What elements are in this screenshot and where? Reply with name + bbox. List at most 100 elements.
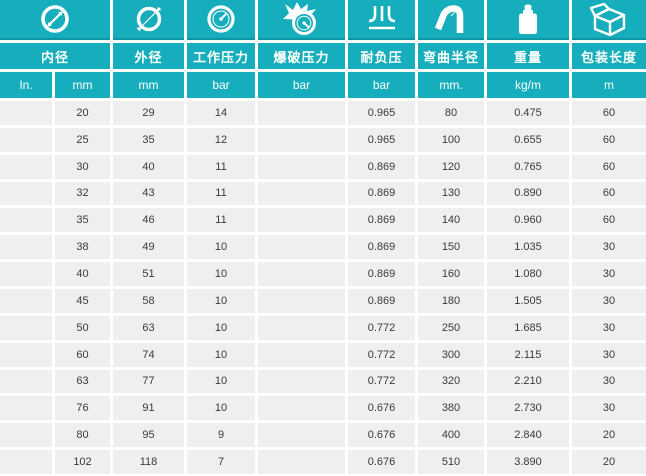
data-cell: 20 — [55, 101, 110, 125]
data-cell: 10 — [187, 235, 255, 260]
data-cell: 14 — [187, 101, 255, 125]
data-cell-empty — [258, 262, 345, 286]
data-cell: 0.869 — [348, 181, 415, 206]
data-cell-empty — [0, 369, 52, 394]
data-cell: 7 — [187, 450, 255, 474]
data-cell: 1.080 — [487, 262, 569, 286]
data-cell: 0.676 — [348, 423, 415, 448]
data-cell: 30 — [55, 154, 110, 179]
header-label-burst-pressure: 爆破压力 — [258, 43, 345, 69]
data-cell: 43 — [113, 181, 184, 206]
data-cell: 380 — [418, 396, 484, 421]
data-cell: 10 — [187, 289, 255, 313]
data-cell: 400 — [418, 423, 484, 448]
data-cell-empty — [258, 154, 345, 179]
data-cell-empty — [258, 235, 345, 260]
header-icon-cell-outer-diameter — [113, 0, 184, 40]
data-cell: 0.772 — [348, 369, 415, 394]
bend-radius-icon — [434, 5, 464, 33]
unit-outer-mm: mm — [113, 72, 184, 98]
data-cell: 11 — [187, 154, 255, 179]
data-cell: 510 — [418, 450, 484, 474]
header-label-package-length: 包装长度 — [572, 43, 646, 69]
data-cell-empty — [0, 396, 52, 421]
header-icon-cell-weight — [487, 0, 569, 40]
data-cell: 40 — [113, 154, 184, 179]
data-cell: 1.505 — [487, 289, 569, 313]
header-label-weight: 重量 — [487, 43, 569, 69]
data-cell-empty — [0, 262, 52, 286]
data-cell: 130 — [418, 181, 484, 206]
data-cell: 0.655 — [487, 127, 569, 152]
unit-bend-mm: mm. — [418, 72, 484, 98]
data-cell: 1.685 — [487, 315, 569, 340]
data-cell: 30 — [572, 235, 646, 260]
data-cell-empty — [0, 450, 52, 474]
unit-burst-bar: bar — [258, 72, 345, 98]
inner-diameter-icon — [41, 5, 69, 33]
data-cell-empty — [258, 289, 345, 313]
data-cell: 2.115 — [487, 342, 569, 367]
data-cell: 29 — [113, 101, 184, 125]
working-pressure-gauge-icon — [207, 5, 235, 33]
data-cell: 10 — [187, 315, 255, 340]
data-cell: 0.765 — [487, 154, 569, 179]
data-cell: 30 — [572, 289, 646, 313]
data-cell: 58 — [113, 289, 184, 313]
data-cell: 60 — [572, 127, 646, 152]
data-cell: 49 — [113, 235, 184, 260]
outer-diameter-icon — [136, 6, 161, 32]
data-cell: 0.772 — [348, 342, 415, 367]
data-cell-empty — [258, 181, 345, 206]
data-cell: 35 — [55, 208, 110, 233]
data-cell: 76 — [55, 396, 110, 421]
data-cell-empty — [258, 208, 345, 233]
data-cell: 38 — [55, 235, 110, 260]
data-cell-empty — [0, 342, 52, 367]
data-cell: 60 — [572, 154, 646, 179]
data-cell-empty — [258, 450, 345, 474]
data-cell: 63 — [55, 369, 110, 394]
data-cell: 50 — [55, 315, 110, 340]
data-cell: 10 — [187, 369, 255, 394]
data-cell: 160 — [418, 262, 484, 286]
data-cell: 0.869 — [348, 235, 415, 260]
data-cell: 30 — [572, 262, 646, 286]
header-icon-cell-vacuum — [348, 0, 415, 40]
data-cell: 0.965 — [348, 127, 415, 152]
data-cell: 45 — [55, 289, 110, 313]
data-cell: 0.869 — [348, 154, 415, 179]
data-cell: 60 — [572, 208, 646, 233]
data-cell: 40 — [55, 262, 110, 286]
vacuum-resistance-icon — [368, 6, 395, 30]
data-cell: 20 — [572, 450, 646, 474]
data-cell: 10 — [187, 342, 255, 367]
data-cell: 0.890 — [487, 181, 569, 206]
unit-inch: In. — [0, 72, 52, 98]
data-cell-empty — [0, 315, 52, 340]
burst-pressure-icon — [282, 2, 316, 35]
unit-length-m: m — [572, 72, 646, 98]
data-cell: 77 — [113, 369, 184, 394]
data-cell: 91 — [113, 396, 184, 421]
data-cell: 60 — [572, 101, 646, 125]
unit-working-bar: bar — [187, 72, 255, 98]
data-cell: 100 — [418, 127, 484, 152]
data-cell: 30 — [572, 369, 646, 394]
data-cell: 60 — [572, 181, 646, 206]
data-cell: 0.676 — [348, 450, 415, 474]
data-cell: 2.210 — [487, 369, 569, 394]
data-cell: 60 — [55, 342, 110, 367]
data-cell: 250 — [418, 315, 484, 340]
data-cell-empty — [0, 181, 52, 206]
data-cell: 2.730 — [487, 396, 569, 421]
data-cell: 120 — [418, 154, 484, 179]
data-cell: 0.965 — [348, 101, 415, 125]
data-cell-empty — [0, 289, 52, 313]
unit-vacuum-bar: bar — [348, 72, 415, 98]
data-cell-empty — [0, 208, 52, 233]
data-cell-empty — [0, 423, 52, 448]
data-cell-empty — [258, 423, 345, 448]
